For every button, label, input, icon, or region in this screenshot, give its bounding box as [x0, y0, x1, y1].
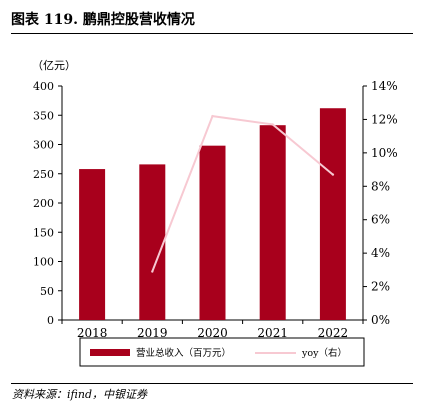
bar-series: [79, 108, 346, 320]
x-tick-label: 2019: [137, 326, 168, 340]
revenue-bar: [319, 108, 346, 320]
y-right-tick-label: 0%: [371, 313, 390, 327]
source-note: 资料来源：ifind，中银证券: [12, 388, 147, 401]
chart-legend: 营业总收入（百万元） yoy（右）: [79, 337, 365, 367]
revenue-chart: 0 50 100 150 200 250 300 350 400 （亿元） 0% 2% 4% 6% 8% 10…: [32, 59, 398, 367]
legend-box: [79, 337, 365, 367]
y-left-tick-label: 50: [40, 285, 54, 298]
chart-axes: 0 50 100 150 200 250 300 350 400 （亿元） 0% 2% 4% 6% 8% 10…: [32, 59, 398, 340]
yoy-line: [151, 114, 334, 272]
y-left-tick-label: 150: [33, 226, 54, 239]
title-divider: [11, 33, 413, 34]
legend-line-label: yoy（右）: [301, 347, 347, 359]
legend-bar-swatch: [90, 349, 130, 356]
yoy-point: [211, 114, 214, 118]
y-right-tick-label: 4%: [371, 246, 390, 260]
y-left-unit-label: （亿元）: [32, 59, 76, 72]
y-right-tick-label: 10%: [371, 146, 398, 160]
x-tick-label: 2021: [257, 326, 288, 340]
yoy-point: [151, 270, 154, 273]
yoy-point: [271, 123, 274, 126]
y-left-tick-label: 100: [33, 256, 54, 269]
figure-title: 图表 119. 鹏鼎控股营收情况: [11, 12, 195, 28]
x-tick-label: 2020: [197, 326, 228, 340]
y-left-tick-label: 350: [33, 109, 54, 122]
source-divider: [11, 383, 413, 384]
y-left-tick-label: 0: [47, 314, 54, 327]
y-left-tick-label: 300: [33, 139, 54, 152]
revenue-bar: [79, 169, 106, 320]
x-tick-label: 2018: [77, 326, 108, 340]
y-left-tick-label: 200: [33, 197, 54, 210]
legend-bar-label: 营业总收入（百万元）: [136, 347, 231, 359]
yoy-line-series: [151, 114, 335, 273]
y-right-tick-label: 2%: [371, 280, 390, 294]
y-left-tick-label: 400: [33, 80, 54, 93]
revenue-bar: [139, 164, 166, 320]
y-right-tick-label: 8%: [371, 179, 390, 193]
y-right-tick-label: 6%: [371, 213, 390, 227]
revenue-bar: [259, 125, 286, 320]
x-tick-label: 2022: [318, 326, 349, 340]
y-right-tick-label: 14%: [371, 79, 398, 93]
y-left-tick-label: 250: [33, 168, 54, 181]
revenue-bar: [199, 145, 226, 320]
y-right-tick-label: 12%: [371, 112, 398, 126]
yoy-point: [331, 173, 335, 176]
